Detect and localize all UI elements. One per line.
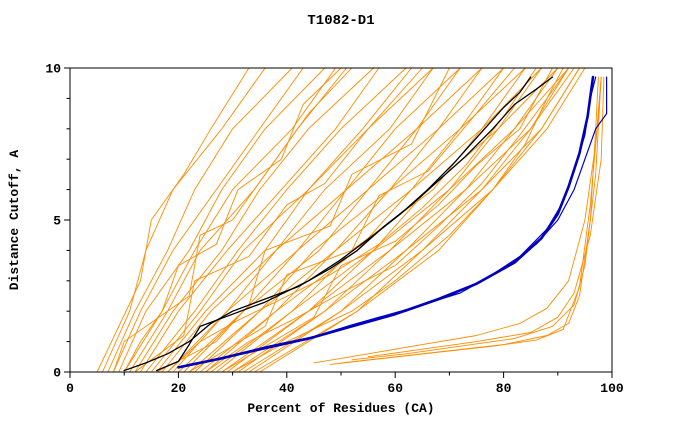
x-tick-label: 40 (279, 381, 295, 396)
orange-curve (123, 67, 342, 373)
orange-curve (161, 67, 434, 373)
orange-curve (215, 67, 542, 373)
orange-curve (205, 67, 570, 373)
orange-curve (194, 67, 505, 373)
orange-curve (140, 67, 380, 373)
y-axis-label: Distance Cutoff, A (7, 150, 22, 291)
black-1-curve (123, 76, 554, 372)
orange-curve (210, 67, 542, 373)
orange-curve (221, 67, 553, 373)
orange-curve (221, 67, 559, 373)
x-tick-label: 60 (387, 381, 403, 396)
blue-3-curve (188, 76, 608, 365)
black-2-curve (156, 76, 532, 372)
orange-curve (102, 67, 266, 373)
orange-curve (188, 67, 515, 373)
orange-curve (134, 67, 423, 373)
orange-curve (183, 67, 483, 373)
orange-curve (134, 67, 374, 373)
orange-curve (226, 67, 559, 373)
orange-curve (188, 67, 505, 373)
plot-area: 0 20 40 60 80 100 0 5 10 (45, 62, 624, 397)
orange-curve (329, 76, 602, 365)
orange-curve (156, 67, 450, 373)
orange-curve (129, 67, 347, 373)
orange-curve (313, 76, 602, 364)
y-tick-label: 10 (45, 62, 61, 77)
orange-curve (107, 67, 293, 373)
orange-curve (150, 67, 412, 373)
orange-curve (253, 67, 580, 373)
orange-curve (167, 67, 461, 373)
orange-curve (351, 76, 602, 361)
x-tick-label: 20 (171, 381, 187, 396)
x-tick-label: 80 (496, 381, 512, 396)
x-axis-label: Percent of Residues (CA) (247, 401, 434, 416)
orange-curve (242, 67, 575, 373)
orange-curve (112, 67, 304, 373)
orange-curve (199, 67, 526, 373)
orange-curve (96, 67, 250, 373)
x-tick-label: 0 (66, 381, 74, 396)
orange-curve (167, 67, 537, 373)
orange-curve (232, 67, 570, 373)
chart-title: T1082-D1 (307, 13, 374, 29)
x-tick-label: 100 (600, 381, 624, 396)
orange-curve (123, 67, 337, 373)
orange-curve (259, 67, 586, 373)
orange-curve (156, 67, 434, 373)
orange-curve (205, 67, 526, 373)
y-tick-label: 5 (53, 214, 61, 229)
orange-curve (118, 67, 326, 373)
orange-curve (112, 67, 353, 373)
y-tick-label: 0 (53, 366, 61, 381)
blue-1-curve (177, 75, 595, 369)
orange-curve (367, 76, 605, 358)
orange-curve (232, 67, 564, 373)
